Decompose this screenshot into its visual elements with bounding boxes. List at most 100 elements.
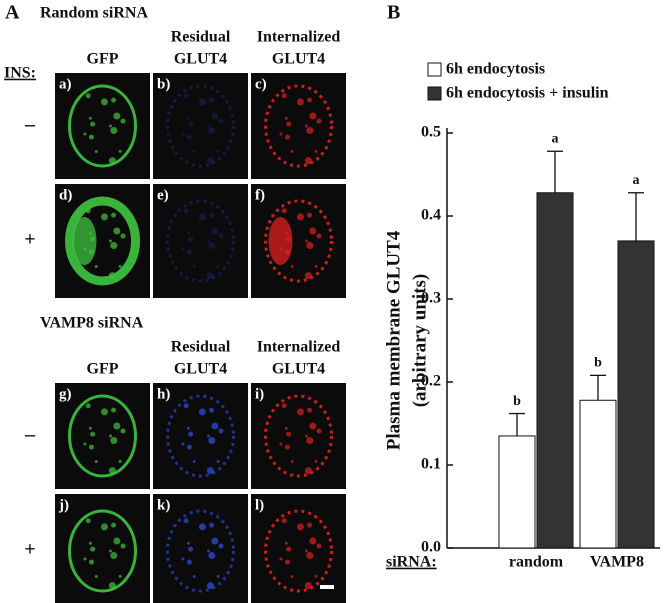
cell-outline bbox=[264, 199, 333, 283]
cell-speckle bbox=[281, 208, 287, 214]
cell-speckle bbox=[208, 242, 216, 250]
cell-speckle bbox=[113, 537, 121, 545]
cell-speckle bbox=[211, 112, 219, 120]
cell-speckle bbox=[286, 546, 292, 552]
cell-speckle bbox=[306, 552, 314, 560]
micrograph: i) bbox=[251, 383, 346, 489]
cell-speckle bbox=[88, 559, 94, 565]
cell-speckle bbox=[316, 543, 322, 549]
cell-speckle bbox=[206, 272, 214, 280]
cell-speckle bbox=[118, 459, 122, 463]
cell-outline bbox=[264, 394, 333, 478]
cell-speckle bbox=[192, 264, 196, 268]
legend-swatch bbox=[427, 86, 442, 101]
cell-speckle bbox=[183, 518, 189, 524]
micrograph-bg bbox=[153, 73, 248, 179]
cell-speckle bbox=[284, 559, 290, 565]
cell-speckle bbox=[186, 541, 190, 545]
bar bbox=[617, 240, 655, 549]
cell-speckle bbox=[216, 264, 220, 268]
cell-speckle bbox=[88, 134, 94, 140]
cell-speckle bbox=[209, 212, 215, 218]
column-header: GFP bbox=[87, 51, 119, 68]
cell-speckle bbox=[181, 557, 185, 561]
cell-speckle bbox=[192, 574, 196, 578]
cell-speckle bbox=[316, 118, 322, 124]
cell-speckle bbox=[192, 459, 196, 463]
y-tick-label: 0.3 bbox=[421, 290, 441, 307]
cell-speckle bbox=[279, 557, 283, 561]
cell-speckle bbox=[83, 442, 87, 446]
panel-label: B bbox=[387, 2, 400, 24]
cell-speckle bbox=[113, 112, 121, 120]
column-header: Residual bbox=[171, 339, 231, 356]
cell-outline bbox=[68, 84, 137, 168]
cell-speckle bbox=[85, 518, 91, 524]
cell-speckle bbox=[296, 408, 304, 416]
cell-speckle bbox=[120, 428, 126, 434]
cell-speckle bbox=[94, 574, 98, 578]
cell-speckle bbox=[286, 121, 292, 127]
cell-speckle bbox=[306, 242, 314, 250]
y-tick-label: 0.1 bbox=[421, 456, 441, 473]
micrograph: b) bbox=[153, 73, 248, 179]
cell-speckle bbox=[304, 272, 312, 280]
cell-speckle bbox=[306, 437, 314, 445]
cell-speckle bbox=[88, 426, 92, 430]
cell-speckle bbox=[286, 431, 292, 437]
section-title: VAMP8 siRNA bbox=[40, 315, 144, 332]
tile-label: e) bbox=[157, 187, 169, 203]
cell-speckle bbox=[305, 124, 308, 128]
cell-speckle bbox=[209, 522, 215, 528]
cell-speckle bbox=[198, 213, 206, 221]
cell-speckle bbox=[94, 459, 98, 463]
micrograph: d) bbox=[55, 184, 150, 298]
cell-speckle bbox=[113, 227, 121, 235]
column-header: Internalized bbox=[257, 339, 341, 356]
cell-speckle bbox=[290, 149, 294, 153]
column-header: GLUT4 bbox=[174, 361, 227, 378]
cell-speckle bbox=[296, 98, 304, 106]
cell-speckle bbox=[309, 227, 317, 235]
cell-speckle bbox=[284, 541, 288, 545]
significance-label: a bbox=[633, 173, 640, 188]
cell-speckle bbox=[110, 127, 118, 135]
cell-outline bbox=[166, 84, 235, 168]
micrograph: g) bbox=[55, 383, 150, 489]
cell-speckle bbox=[284, 444, 290, 450]
cell-speckle bbox=[206, 467, 214, 475]
cell-speckle bbox=[290, 459, 294, 463]
cell-speckle bbox=[284, 134, 290, 140]
cell-speckle bbox=[211, 537, 219, 545]
cell-outline bbox=[68, 509, 137, 593]
cell-speckle bbox=[307, 522, 313, 528]
cell-speckle bbox=[188, 546, 194, 552]
cell-outline bbox=[65, 196, 140, 286]
cell-outline bbox=[264, 84, 333, 168]
cell-speckle bbox=[188, 121, 194, 127]
row-sign: + bbox=[24, 539, 35, 561]
cell-speckle bbox=[284, 116, 288, 120]
cell-speckle bbox=[85, 403, 91, 409]
cell-speckle bbox=[304, 467, 312, 475]
cell-speckle bbox=[108, 157, 116, 165]
cell-speckle bbox=[216, 459, 220, 463]
cell-speckle bbox=[304, 582, 312, 590]
ins-label: INS: bbox=[4, 65, 36, 82]
cell-speckle bbox=[218, 428, 224, 434]
cell-blob bbox=[268, 217, 293, 265]
row-sign: + bbox=[24, 229, 35, 251]
micrograph: h) bbox=[153, 383, 248, 489]
cell-speckle bbox=[109, 434, 112, 438]
cell-speckle bbox=[181, 247, 185, 251]
bar bbox=[579, 399, 617, 549]
y-axis-label: Plasma membrane GLUT4 bbox=[383, 230, 404, 450]
cell-speckle bbox=[307, 212, 313, 218]
cell-speckle bbox=[305, 549, 308, 553]
tile-label: i) bbox=[255, 386, 264, 402]
cell-speckle bbox=[113, 422, 121, 430]
micrograph: j) bbox=[55, 494, 150, 603]
cell-speckle bbox=[314, 149, 318, 153]
cell-speckle bbox=[188, 431, 194, 437]
bar bbox=[536, 192, 574, 549]
